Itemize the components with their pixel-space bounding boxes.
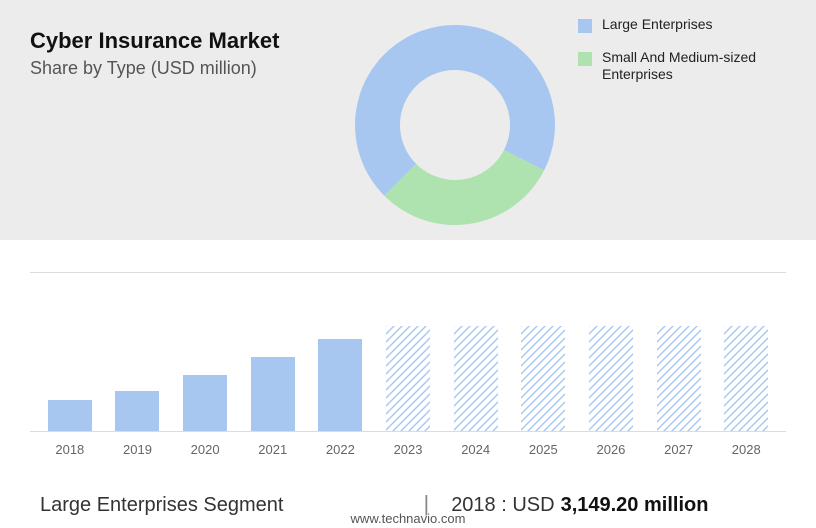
legend-label: Small And Medium-sized Enterprises — [602, 49, 792, 83]
source-url: www.technavio.com — [0, 511, 816, 526]
legend-item: Small And Medium-sized Enterprises — [578, 49, 792, 83]
bar-slot — [374, 326, 442, 431]
top-panel: Cyber Insurance Market Share by Type (US… — [0, 0, 816, 240]
legend-swatch — [578, 19, 592, 33]
bar-actual — [48, 400, 92, 431]
bar-forecast — [589, 326, 633, 431]
bar-slot — [104, 391, 172, 431]
bar-forecast — [724, 326, 768, 431]
bar-slot — [307, 339, 375, 431]
year-label: 2019 — [104, 442, 172, 457]
year-label: 2025 — [509, 442, 577, 457]
bar-actual — [115, 391, 159, 431]
bar-forecast — [521, 326, 565, 431]
bottom-panel: 2018201920202021202220232024202520262027… — [0, 240, 816, 517]
year-label: 2024 — [442, 442, 510, 457]
year-label: 2022 — [307, 442, 375, 457]
bar-slot — [712, 326, 780, 431]
year-label: 2026 — [577, 442, 645, 457]
bar-forecast — [657, 326, 701, 431]
year-label: 2020 — [171, 442, 239, 457]
legend-label: Large Enterprises — [602, 16, 713, 33]
bar-actual — [183, 375, 227, 431]
page-title: Cyber Insurance Market — [30, 28, 279, 54]
legend: Large Enterprises Small And Medium-sized … — [578, 16, 792, 99]
year-label: 2021 — [239, 442, 307, 457]
bar-slot — [577, 326, 645, 431]
year-label: 2028 — [712, 442, 780, 457]
bar-slot — [171, 375, 239, 431]
bar-slot — [442, 326, 510, 431]
legend-item: Large Enterprises — [578, 16, 792, 33]
bar-slot — [36, 400, 104, 431]
bar-slot — [239, 357, 307, 431]
page-subtitle: Share by Type (USD million) — [30, 58, 279, 79]
bar-slot — [645, 326, 713, 431]
bar-forecast — [386, 326, 430, 431]
bar-slot — [509, 326, 577, 431]
bar-chart — [30, 272, 786, 432]
bar-labels: 2018201920202021202220232024202520262027… — [30, 432, 786, 457]
legend-swatch — [578, 52, 592, 66]
title-block: Cyber Insurance Market Share by Type (US… — [30, 28, 279, 79]
year-label: 2027 — [645, 442, 713, 457]
bar-forecast — [454, 326, 498, 431]
bar-actual — [318, 339, 362, 431]
bar-actual — [251, 357, 295, 431]
year-label: 2018 — [36, 442, 104, 457]
year-label: 2023 — [374, 442, 442, 457]
donut-chart — [350, 20, 560, 235]
